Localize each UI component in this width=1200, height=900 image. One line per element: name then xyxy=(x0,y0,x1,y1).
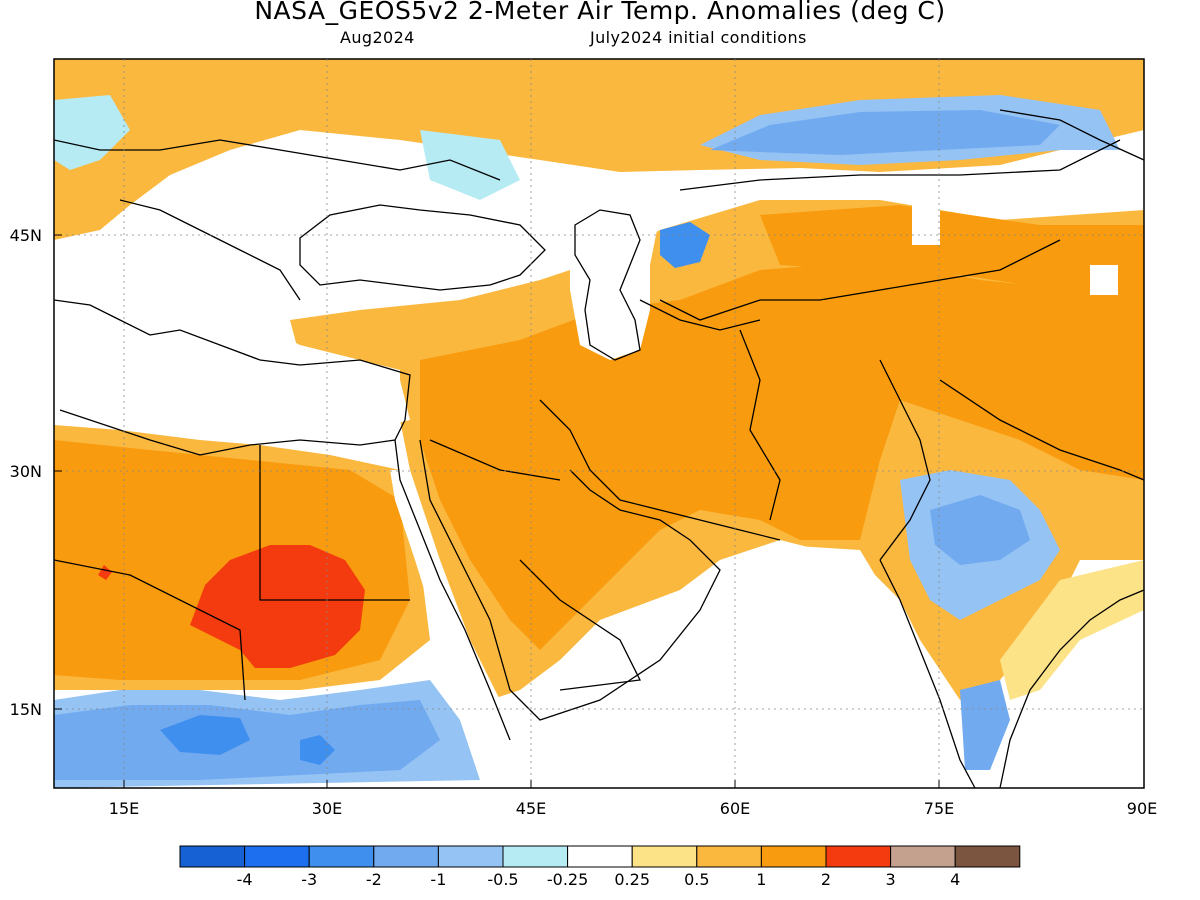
border-europe-balkans xyxy=(119,199,301,301)
colorbar-swatch xyxy=(502,845,569,868)
colorbar-swatch xyxy=(760,845,827,868)
border-iraq-saudi xyxy=(429,439,561,481)
x-tick-90e: 90E xyxy=(1127,799,1157,818)
anomaly-region-warmer-central xyxy=(420,260,1144,650)
anomaly-region-neutral-caspian xyxy=(570,205,660,360)
colorbar-label: 1 xyxy=(756,870,766,889)
y-tick-45n: 45N xyxy=(10,226,42,245)
border-pakistan-india xyxy=(879,359,931,561)
colorbar-swatch xyxy=(437,845,504,868)
border-sudan xyxy=(54,559,246,701)
colorbar-label: 3 xyxy=(886,870,896,889)
border-europe-north xyxy=(54,139,501,181)
anomaly-region-cool-aral xyxy=(660,222,710,268)
plot-frame xyxy=(53,58,1145,789)
initial-conditions: July2024 initial conditions xyxy=(590,28,807,47)
colorbar-label: 0.5 xyxy=(684,870,709,889)
coastline-persian-gulf xyxy=(539,399,781,541)
colorbar-label: 0.25 xyxy=(614,870,650,889)
coastline-red-sea xyxy=(394,439,511,741)
border-iran-afghanistan xyxy=(739,329,781,521)
gridlines xyxy=(54,59,1144,788)
colorbar-swatch xyxy=(244,845,310,868)
anomaly-region-neutral-mediterranean xyxy=(54,300,410,440)
colorbar-label: -4 xyxy=(237,870,253,889)
border-mongolia xyxy=(999,109,1144,161)
y-axis-labels: 45N 30N 15N xyxy=(10,226,42,719)
anomaly-field xyxy=(54,59,1144,788)
border-libya-egypt xyxy=(259,445,410,601)
anomaly-region-hot-sahara xyxy=(190,545,365,668)
colorbar-swatch xyxy=(890,845,956,868)
anomaly-region-strongest-cool-sahel xyxy=(160,715,335,765)
coastline-black-sea xyxy=(299,204,546,291)
x-axis-labels: 15E 30E 45E 60E 75E 90E xyxy=(109,799,1157,818)
anomaly-region-slight-cool-north xyxy=(54,95,520,200)
coastline-mediterranean xyxy=(54,299,411,456)
forecast-month: Aug2024 xyxy=(340,28,415,47)
coastline-india xyxy=(879,559,1144,788)
colorbar-label: -1 xyxy=(430,870,446,889)
border-central-asia xyxy=(659,239,1061,321)
x-tick-60e: 60E xyxy=(720,799,750,818)
anomaly-region-cool-kazakhstan-inner xyxy=(710,110,1060,155)
anomaly-region-neutral-northeast xyxy=(912,205,1118,295)
tick-marks xyxy=(54,234,940,788)
y-tick-30n: 30N xyxy=(10,462,42,481)
coastlines-and-borders xyxy=(54,109,1144,788)
border-kazakhstan xyxy=(679,139,1121,191)
colorbar-label: -0.5 xyxy=(487,870,518,889)
anomaly-region-warmer-north xyxy=(760,205,1144,300)
map-title: NASA_GEOS5v2 2-Meter Air Temp. Anomalies… xyxy=(254,0,946,25)
colorbar-label: 4 xyxy=(950,870,960,889)
colorbar-swatch xyxy=(373,845,439,868)
colorbar-label: -0.25 xyxy=(547,870,588,889)
colorbar-label: -3 xyxy=(301,870,317,889)
colorbar: -4 -3 -2 -1 -0.5 -0.25 0.25 0.5 1 2 3 4 xyxy=(179,845,1021,889)
x-tick-45e: 45E xyxy=(516,799,546,818)
x-tick-15e: 15E xyxy=(109,799,139,818)
colorbar-swatch xyxy=(567,845,633,868)
border-turkmenistan xyxy=(639,299,761,331)
x-tick-30e: 30E xyxy=(312,799,342,818)
colorbar-swatch xyxy=(631,845,698,868)
colorbar-label: 2 xyxy=(821,870,831,889)
anomaly-region-neutral-red-sea xyxy=(390,470,500,730)
anomaly-region-neutral-bay-of-bengal xyxy=(1010,600,1144,788)
coastline-caspian xyxy=(574,209,641,361)
anomaly-region-hot-spot xyxy=(98,565,112,580)
colorbar-label: -2 xyxy=(366,870,382,889)
anomaly-region-strong-cool-india xyxy=(930,495,1030,565)
colorbar-swatch xyxy=(954,845,1021,868)
y-tick-15n: 15N xyxy=(10,700,42,719)
colorbar-swatch xyxy=(825,845,892,868)
colorbar-swatch xyxy=(696,845,762,868)
anomaly-region-neutral-arabian-sea xyxy=(540,545,960,788)
border-himalaya xyxy=(939,379,1144,481)
border-arabia-yemen-oman xyxy=(519,559,641,691)
anomaly-region-slight-warm-bengal xyxy=(1000,560,1144,700)
coastline-arabia xyxy=(419,439,721,721)
anomaly-region-cool-south-india xyxy=(960,680,1010,770)
colorbar-swatch xyxy=(179,845,246,868)
colorbar-swatch xyxy=(308,845,375,868)
anomaly-region-neutral-black-sea xyxy=(300,200,540,300)
x-tick-75e: 75E xyxy=(924,799,954,818)
